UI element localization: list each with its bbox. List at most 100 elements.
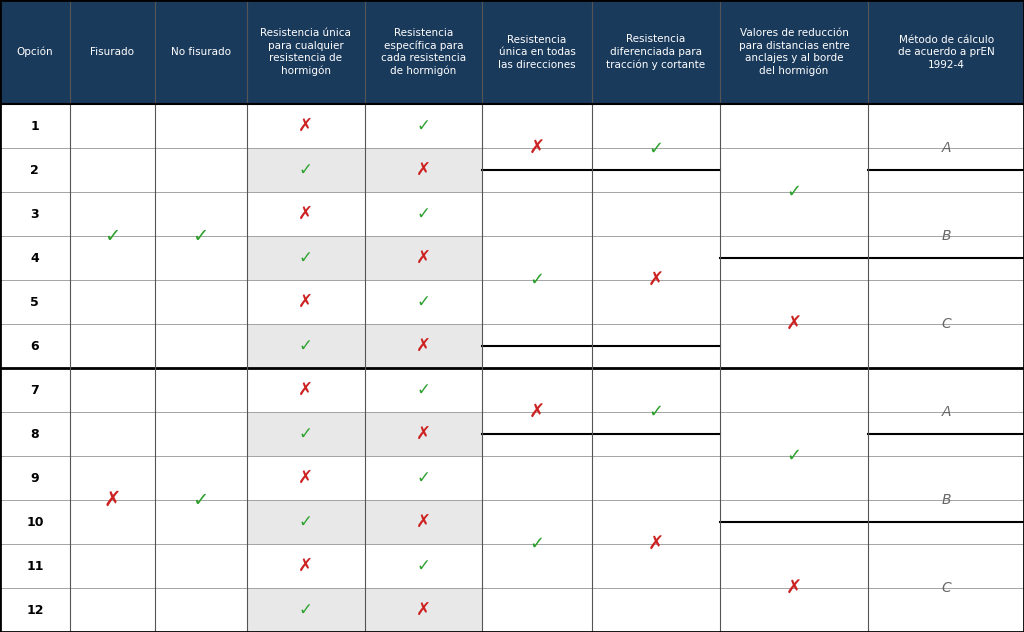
FancyBboxPatch shape [720, 192, 868, 236]
FancyBboxPatch shape [247, 456, 365, 500]
FancyBboxPatch shape [365, 149, 482, 192]
FancyBboxPatch shape [0, 0, 70, 104]
FancyBboxPatch shape [247, 0, 365, 104]
FancyBboxPatch shape [868, 324, 1024, 368]
Text: ✓: ✓ [529, 535, 545, 553]
FancyBboxPatch shape [592, 544, 720, 588]
FancyBboxPatch shape [365, 192, 482, 236]
FancyBboxPatch shape [592, 236, 720, 280]
FancyBboxPatch shape [0, 368, 70, 412]
FancyBboxPatch shape [482, 412, 592, 456]
Text: C: C [941, 581, 951, 595]
FancyBboxPatch shape [868, 456, 1024, 500]
Text: ✗: ✗ [298, 293, 313, 311]
Text: 5: 5 [31, 296, 39, 308]
FancyBboxPatch shape [155, 0, 247, 104]
Text: ✗: ✗ [298, 381, 313, 399]
Text: 6: 6 [31, 339, 39, 353]
FancyBboxPatch shape [482, 368, 592, 412]
FancyBboxPatch shape [720, 280, 868, 324]
FancyBboxPatch shape [868, 280, 1024, 324]
Text: ✓: ✓ [299, 425, 312, 443]
FancyBboxPatch shape [720, 500, 868, 544]
Text: Fisurado: Fisurado [90, 47, 134, 57]
Text: ✓: ✓ [786, 447, 802, 465]
FancyBboxPatch shape [868, 412, 1024, 456]
Text: 2: 2 [31, 164, 39, 177]
FancyBboxPatch shape [247, 149, 365, 192]
FancyBboxPatch shape [868, 588, 1024, 632]
FancyBboxPatch shape [868, 544, 1024, 588]
FancyBboxPatch shape [482, 149, 592, 192]
FancyBboxPatch shape [247, 104, 365, 149]
FancyBboxPatch shape [482, 192, 592, 236]
Text: 12: 12 [26, 604, 44, 616]
FancyBboxPatch shape [247, 236, 365, 280]
FancyBboxPatch shape [365, 368, 482, 412]
FancyBboxPatch shape [482, 544, 592, 588]
FancyBboxPatch shape [70, 236, 155, 280]
FancyBboxPatch shape [482, 588, 592, 632]
Text: ✗: ✗ [648, 270, 664, 289]
FancyBboxPatch shape [247, 588, 365, 632]
FancyBboxPatch shape [155, 500, 247, 544]
FancyBboxPatch shape [0, 236, 70, 280]
FancyBboxPatch shape [720, 149, 868, 192]
FancyBboxPatch shape [247, 412, 365, 456]
FancyBboxPatch shape [868, 0, 1024, 104]
Text: 1: 1 [31, 120, 39, 133]
FancyBboxPatch shape [482, 324, 592, 368]
Text: ✗: ✗ [416, 601, 431, 619]
Text: Opción: Opción [16, 47, 53, 58]
Text: ✗: ✗ [298, 118, 313, 135]
FancyBboxPatch shape [70, 368, 155, 412]
FancyBboxPatch shape [155, 149, 247, 192]
FancyBboxPatch shape [365, 456, 482, 500]
FancyBboxPatch shape [365, 588, 482, 632]
FancyBboxPatch shape [0, 456, 70, 500]
FancyBboxPatch shape [155, 412, 247, 456]
Text: ✓: ✓ [417, 118, 430, 135]
Text: 9: 9 [31, 471, 39, 485]
Text: 8: 8 [31, 428, 39, 441]
Text: C: C [941, 317, 951, 331]
Text: ✓: ✓ [193, 490, 209, 509]
FancyBboxPatch shape [868, 149, 1024, 192]
Text: 3: 3 [31, 208, 39, 221]
Text: ✓: ✓ [299, 513, 312, 531]
FancyBboxPatch shape [0, 412, 70, 456]
FancyBboxPatch shape [70, 280, 155, 324]
Text: ✗: ✗ [786, 578, 802, 597]
FancyBboxPatch shape [720, 324, 868, 368]
FancyBboxPatch shape [868, 368, 1024, 412]
FancyBboxPatch shape [70, 192, 155, 236]
Text: Resistencia
específica para
cada resistencia
de hormigón: Resistencia específica para cada resiste… [381, 28, 466, 76]
FancyBboxPatch shape [155, 236, 247, 280]
Text: ✓: ✓ [299, 337, 312, 355]
Text: ✗: ✗ [298, 469, 313, 487]
FancyBboxPatch shape [155, 324, 247, 368]
Text: ✗: ✗ [416, 513, 431, 531]
Text: ✓: ✓ [417, 381, 430, 399]
Text: A: A [941, 405, 951, 419]
FancyBboxPatch shape [868, 236, 1024, 280]
FancyBboxPatch shape [365, 0, 482, 104]
FancyBboxPatch shape [720, 588, 868, 632]
Text: 7: 7 [31, 384, 39, 397]
FancyBboxPatch shape [365, 544, 482, 588]
FancyBboxPatch shape [482, 0, 592, 104]
Text: Resistencia única
para cualquier
resistencia de
hormigón: Resistencia única para cualquier resiste… [260, 28, 351, 76]
FancyBboxPatch shape [155, 368, 247, 412]
FancyBboxPatch shape [0, 324, 70, 368]
Text: ✓: ✓ [417, 557, 430, 575]
FancyBboxPatch shape [155, 544, 247, 588]
FancyBboxPatch shape [0, 149, 70, 192]
Text: ✗: ✗ [416, 425, 431, 443]
Text: ✓: ✓ [299, 249, 312, 267]
Text: ✓: ✓ [417, 205, 430, 223]
FancyBboxPatch shape [70, 412, 155, 456]
Text: A: A [941, 142, 951, 155]
FancyBboxPatch shape [70, 104, 155, 149]
Text: ✗: ✗ [416, 161, 431, 179]
FancyBboxPatch shape [592, 588, 720, 632]
